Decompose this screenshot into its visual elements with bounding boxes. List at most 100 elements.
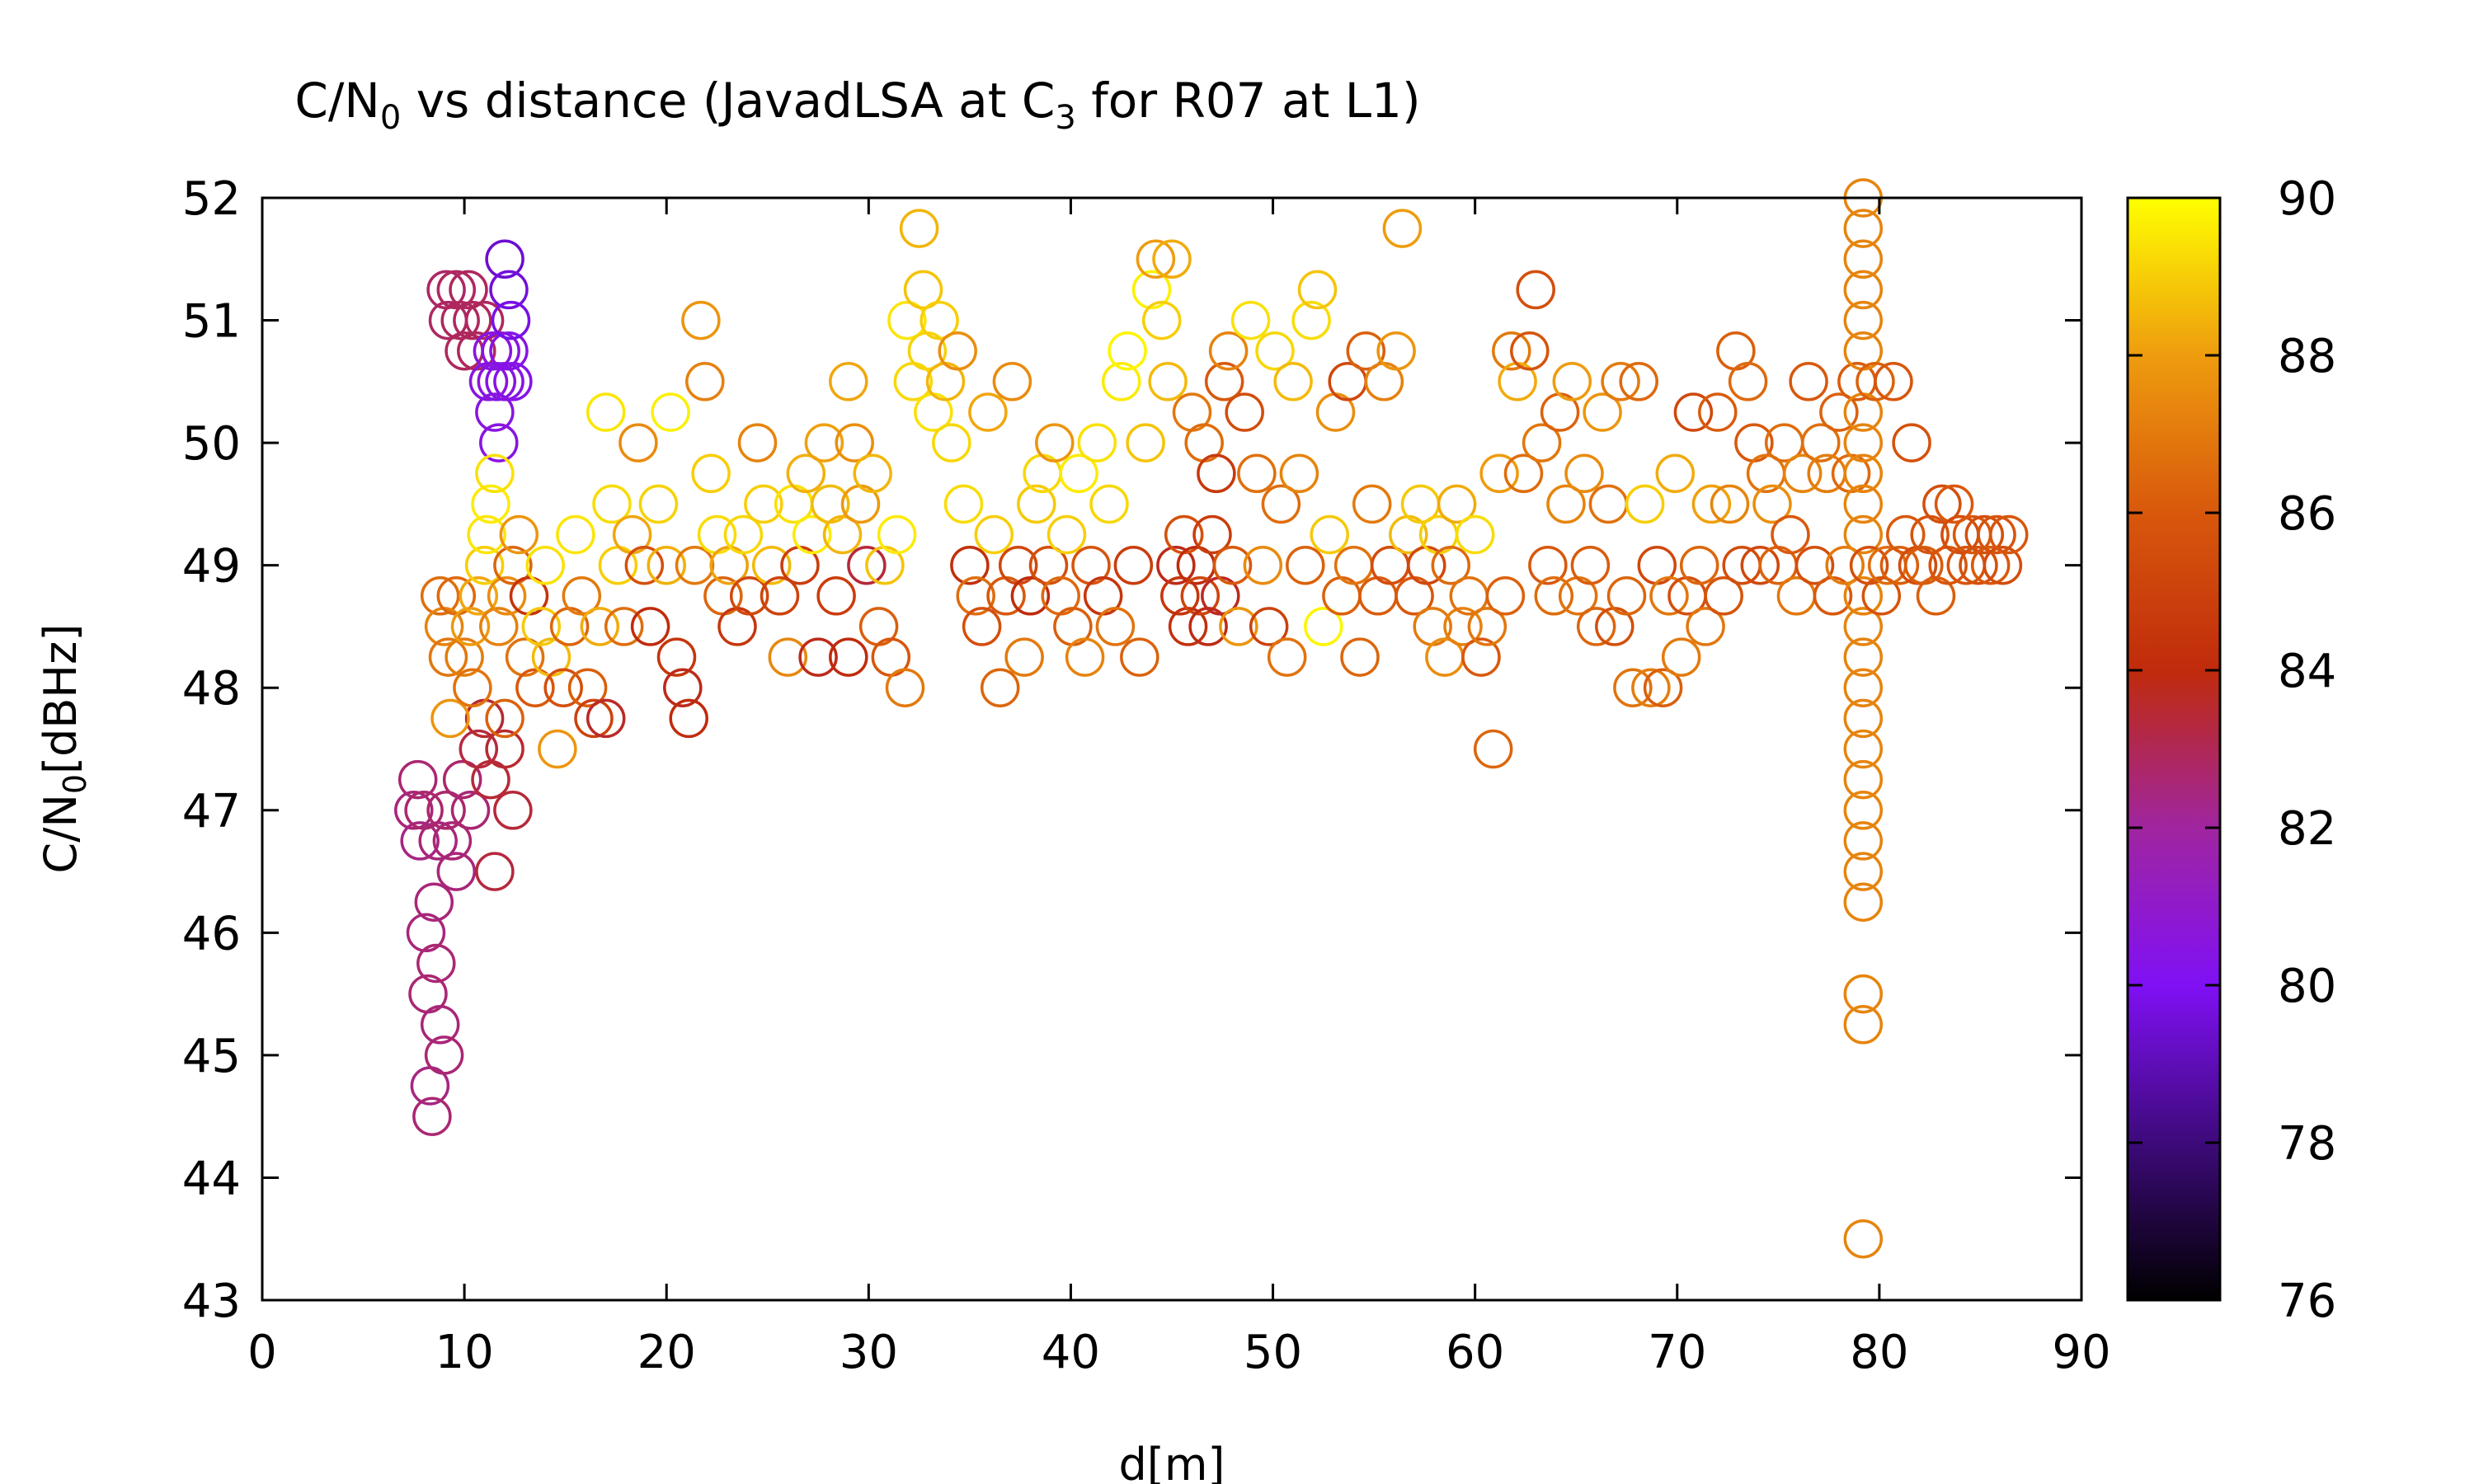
data-point [1492, 331, 1531, 371]
data-point [449, 270, 488, 310]
data-point [1208, 331, 1249, 371]
data-point [1004, 637, 1044, 677]
data-point [1782, 453, 1823, 494]
data-point [903, 270, 943, 310]
chart-title: C/N0 vs distance (JavadLSA at C3 for R07… [294, 73, 1420, 137]
colorbar-tick-label: 78 [2278, 1117, 2336, 1171]
data-point [1843, 821, 1884, 861]
data-point [1131, 270, 1172, 310]
data-point [1108, 331, 1147, 371]
data-point [956, 576, 995, 616]
data-point [471, 484, 510, 524]
data-point [436, 270, 477, 310]
data-point [440, 300, 480, 340]
data-point [420, 576, 460, 616]
data-point [1473, 729, 1513, 769]
data-point [442, 759, 482, 800]
data-point [1625, 484, 1665, 524]
x-tick-label: 20 [637, 1326, 696, 1379]
data-point [1643, 668, 1683, 707]
data-point [432, 821, 473, 861]
data-point [1856, 362, 1895, 402]
data-point [1728, 362, 1768, 402]
data-point [1977, 514, 2016, 555]
data-point [586, 392, 626, 432]
data-point [420, 1005, 460, 1045]
data-point [1570, 545, 1611, 585]
data-point [1649, 576, 1689, 616]
y-tick-label: 47 [182, 785, 241, 838]
data-point [1631, 668, 1671, 707]
x-tick-label: 40 [1042, 1326, 1100, 1379]
x-tick-label: 90 [2052, 1326, 2110, 1379]
data-point [1959, 545, 1998, 585]
data-point [475, 453, 515, 494]
data-point [663, 668, 703, 707]
data-point [562, 576, 602, 616]
data-point [885, 668, 925, 707]
colorbar-axis: 76 78 80 82 84 86 88 90 [2128, 172, 2336, 1328]
data-point [1152, 239, 1192, 279]
data-point [669, 698, 708, 739]
data-point [685, 362, 725, 402]
data-point [1346, 331, 1386, 371]
data-point [1771, 514, 1810, 555]
data-point [1352, 484, 1392, 524]
data-point [1874, 362, 1913, 402]
data-point [624, 545, 665, 585]
data-point [1273, 362, 1313, 402]
data-point [1843, 1005, 1884, 1045]
data-point [1261, 484, 1301, 524]
data-point [992, 362, 1032, 402]
data-point [1552, 362, 1592, 402]
data-point [1588, 484, 1629, 524]
data-point [592, 484, 632, 524]
data-point [1286, 545, 1325, 585]
data-point [1892, 423, 1931, 463]
y-tick-label: 44 [182, 1152, 241, 1205]
data-point [1843, 882, 1884, 922]
colorbar [2126, 196, 2222, 1302]
data-point [467, 514, 506, 555]
data-point [1310, 514, 1349, 555]
data-point [638, 484, 679, 524]
data-point [489, 270, 529, 310]
data-point [1710, 484, 1750, 524]
data-point [1017, 484, 1056, 524]
data-point [723, 514, 764, 555]
data-point [444, 637, 484, 677]
data-point [1382, 209, 1423, 248]
data-point [1148, 362, 1188, 402]
data-point [1583, 392, 1622, 432]
data-point [1801, 423, 1841, 463]
data-point [1485, 576, 1526, 616]
data-point [485, 698, 524, 739]
data-point [521, 607, 562, 646]
colorbar-tick-label: 80 [2278, 960, 2336, 1013]
data-point [1376, 331, 1416, 371]
x-axis-label: d[m] [1118, 1439, 1225, 1484]
data-point [1141, 300, 1182, 340]
data-point [450, 607, 491, 646]
data-point [1156, 545, 1196, 585]
data-point [1843, 1219, 1884, 1259]
data-point [1843, 514, 1884, 555]
data-point [1528, 545, 1568, 585]
y-tick-label: 51 [182, 295, 241, 349]
data-point [475, 852, 515, 891]
data-point [1879, 545, 1920, 585]
colorbar-tick-label: 76 [2278, 1275, 2336, 1328]
data-point [1192, 514, 1232, 555]
data-point [618, 423, 658, 463]
data-point [1843, 852, 1884, 891]
data-point [681, 300, 721, 340]
data-point [656, 637, 697, 677]
data-point [394, 791, 434, 830]
data-point [1601, 362, 1640, 402]
data-point [1522, 423, 1562, 463]
data-point [1843, 576, 1884, 616]
data-point [1437, 484, 1477, 524]
y-tick-label: 45 [182, 1030, 241, 1083]
data-point [450, 791, 491, 830]
data-point [835, 423, 874, 463]
